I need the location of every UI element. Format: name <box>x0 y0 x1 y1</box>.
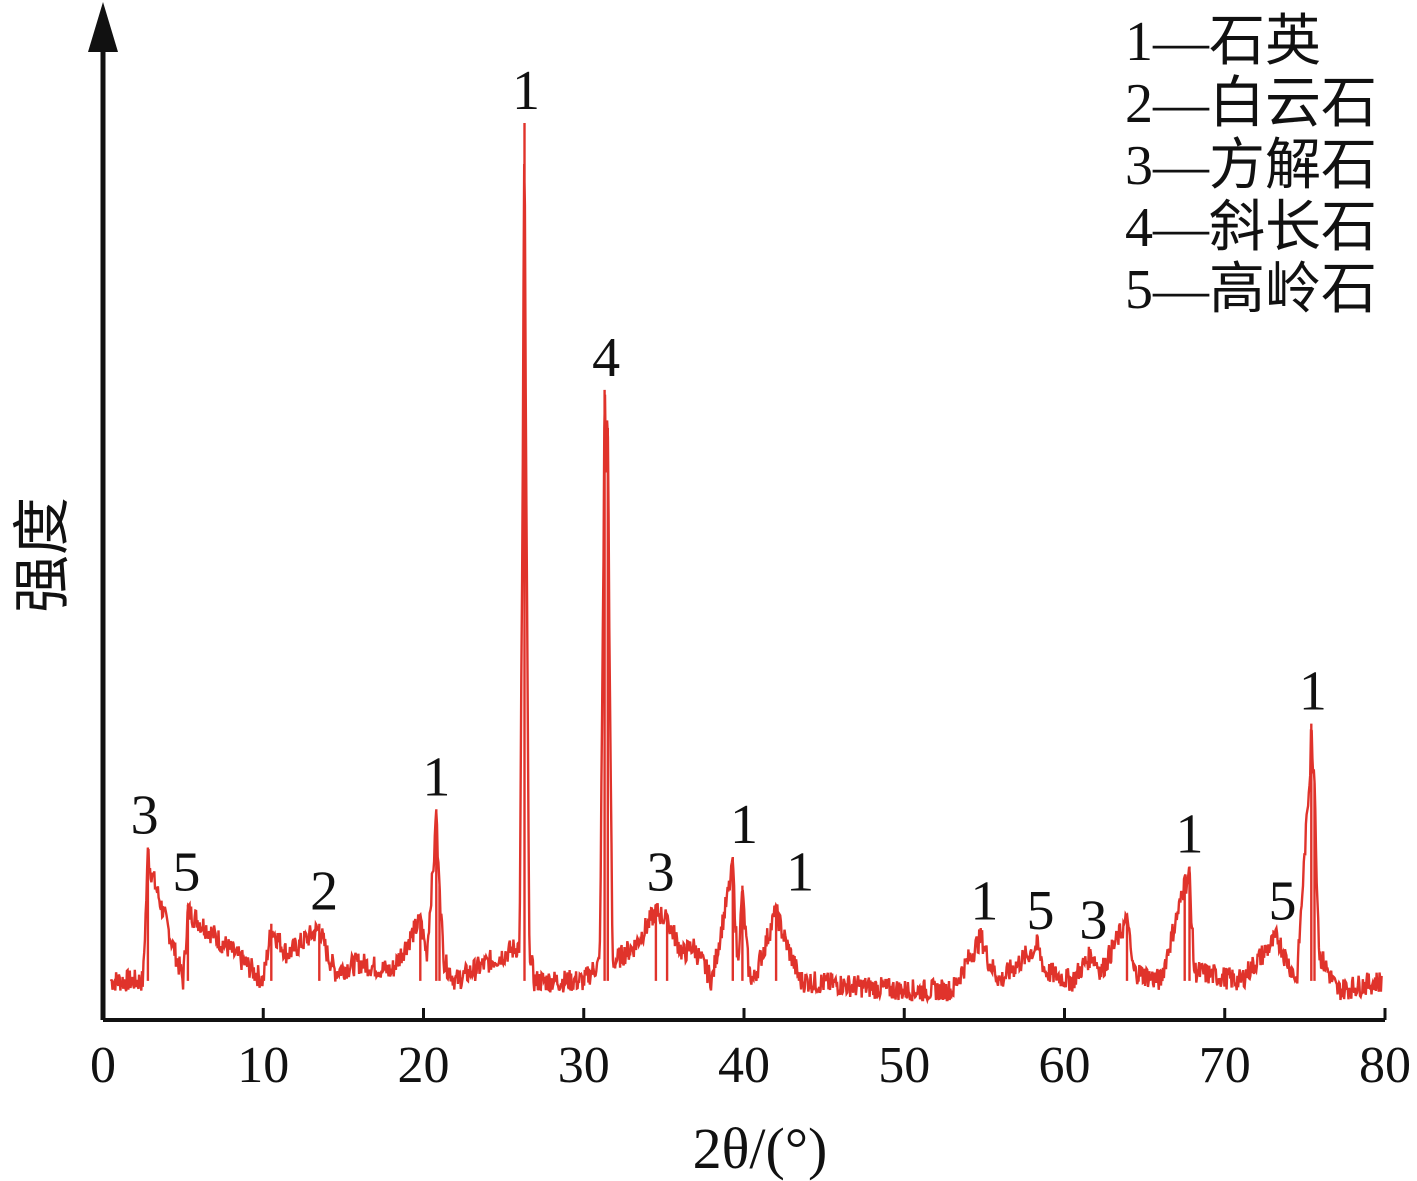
peak-label: 1 <box>512 60 540 122</box>
x-tick-label: 60 <box>1039 1037 1091 1094</box>
x-tick-label: 10 <box>237 1037 289 1094</box>
x-tick-label: 80 <box>1359 1037 1411 1094</box>
x-tick-label: 0 <box>90 1037 116 1094</box>
x-tick-label: 20 <box>398 1037 450 1094</box>
peak-label: 5 <box>1026 880 1054 942</box>
legend-entry: 4—斜长石 <box>1125 197 1377 259</box>
x-tick-label: 70 <box>1199 1037 1251 1094</box>
x-ticks: 0 10 20 30 40 50 60 70 80 <box>90 1008 1411 1094</box>
x-tick-label: 40 <box>718 1037 770 1094</box>
peak-label: 3 <box>131 784 159 846</box>
peak-label: 1 <box>730 794 758 856</box>
peak-label: 2 <box>310 861 338 923</box>
peak-label: 5 <box>172 842 200 904</box>
plot-layer <box>109 123 1383 1005</box>
peak-label: 4 <box>592 327 620 389</box>
legend-entry: 1—石英 <box>1125 11 1321 73</box>
legend-entry: 3—方解石 <box>1125 135 1377 197</box>
y-axis-arrow-icon <box>88 2 118 52</box>
legend-entry: 5—高岭石 <box>1125 259 1377 321</box>
x-tick-label: 50 <box>878 1037 930 1094</box>
peak-label: 1 <box>970 870 998 932</box>
x-tick-label: 30 <box>558 1037 610 1094</box>
peak-label: 1 <box>422 746 450 808</box>
xrd-intensity-line <box>109 123 1383 1005</box>
peak-label: 5 <box>1268 870 1296 932</box>
peak-label: 1 <box>1299 661 1327 723</box>
peak-label: 3 <box>1079 889 1107 951</box>
peak-label: 1 <box>786 842 814 904</box>
y-axis-title: 强度 <box>10 497 75 613</box>
peak-label: 3 <box>647 842 675 904</box>
legend-entry: 2—白云石 <box>1125 73 1377 135</box>
x-axis-title: 2θ/(°) <box>693 1116 828 1181</box>
peak-label: 1 <box>1175 804 1203 866</box>
